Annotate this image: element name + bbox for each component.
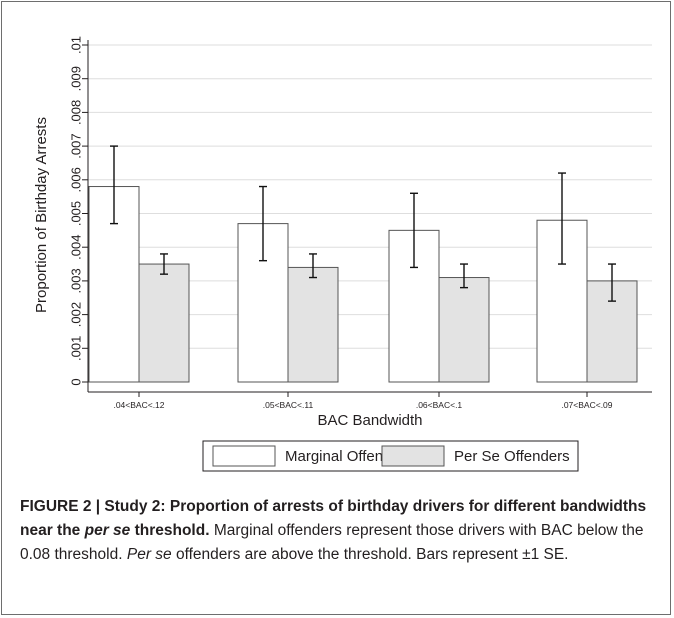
y-tick-label: .001 [69, 336, 84, 361]
y-tick-label: .005 [69, 201, 84, 226]
y-tick-label: .01 [69, 36, 84, 54]
caption-text-1: Marginal offenders represent those drive… [20, 522, 644, 563]
caption-text-italic: Per se [126, 546, 172, 563]
legend-swatch [212, 445, 276, 467]
y-tick-label: .006 [69, 167, 84, 192]
bar-chart: 0 .001 .002 .003 .004 .005 .006 .007 .008 .009 .01… [33, 36, 652, 472]
bar [138, 263, 190, 383]
figure-caption: FIGURE 2 | Study 2: Proportion of arrest… [20, 495, 660, 567]
legend-swatch [381, 445, 445, 467]
legend-label: Per Se Offenders [454, 448, 570, 465]
y-tick-label: .003 [69, 268, 84, 293]
x-tick-label: .05<BAC<.11 [263, 400, 314, 410]
y-tick-label: .008 [69, 100, 84, 125]
y-tick-label: .007 [69, 133, 84, 158]
x-tick-label: .06<BAC<.1 [416, 400, 463, 410]
y-tick-label: .002 [69, 302, 84, 327]
y-tick-label: 0 [69, 378, 84, 385]
caption-label-end: threshold. [130, 522, 210, 539]
y-axis-label: Proportion of Birthday Arrests [33, 117, 50, 313]
x-tick-label: .07<BAC<.09 [561, 400, 612, 410]
caption-text-2: offenders are above the threshold. Bars … [171, 546, 569, 563]
legend-label: Marginal Offenders [285, 448, 412, 465]
bar [438, 277, 490, 383]
caption-label: FIGURE 2 | Study 2: Proportion of arrest… [20, 498, 647, 539]
y-tick-label: .004 [69, 235, 84, 260]
y-tick-label: .009 [69, 66, 84, 91]
bar [287, 266, 339, 383]
caption-label-italic: per se [84, 522, 131, 539]
x-tick-label: .04<BAC<.12 [113, 400, 164, 410]
x-axis-label: BAC Bandwidth [317, 412, 422, 429]
